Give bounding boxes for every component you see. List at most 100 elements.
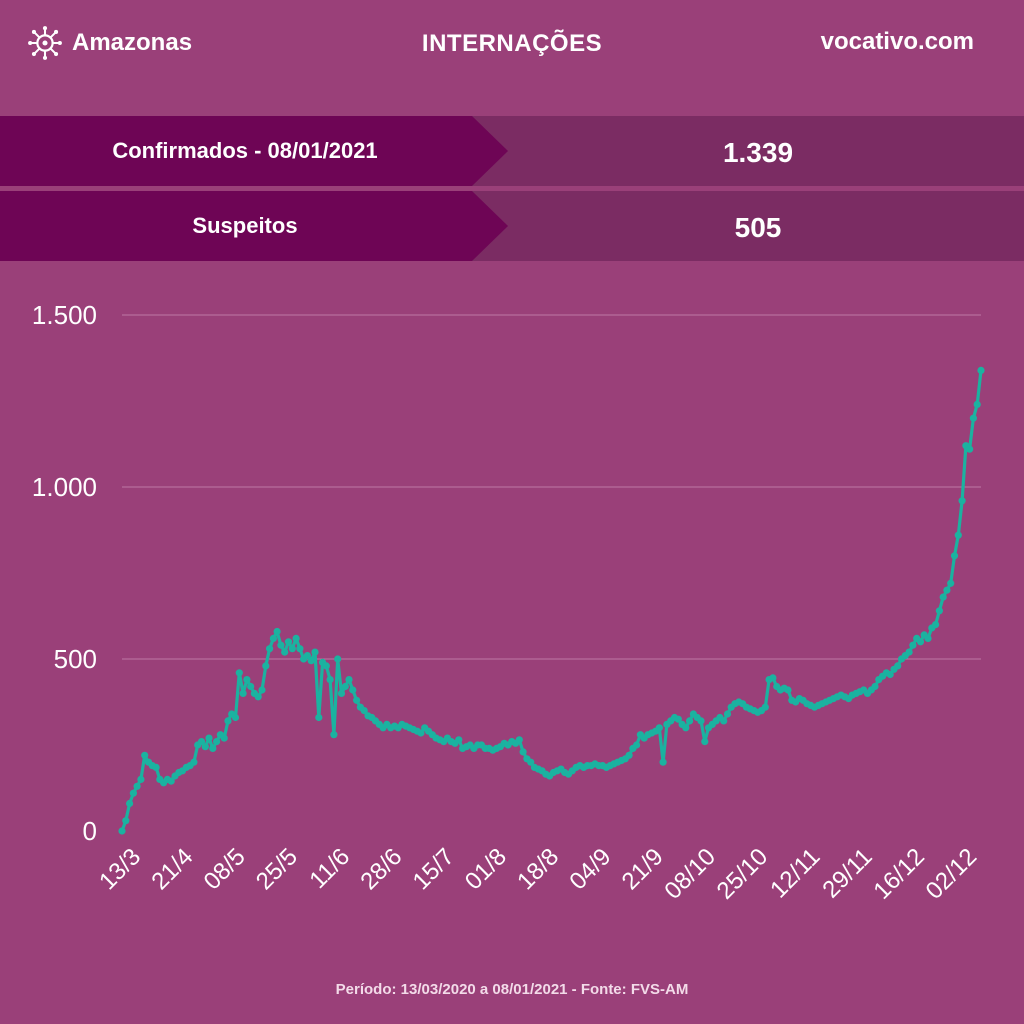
x-tick-label: 16/12 bbox=[868, 843, 930, 905]
data-point bbox=[697, 717, 705, 725]
data-point bbox=[360, 707, 368, 715]
data-point bbox=[784, 686, 792, 694]
data-point bbox=[674, 715, 682, 723]
label-band bbox=[0, 116, 508, 186]
data-point bbox=[761, 703, 769, 711]
data-point bbox=[894, 662, 902, 670]
data-point bbox=[296, 645, 304, 653]
data-point bbox=[129, 789, 137, 797]
x-tick-label: 29/11 bbox=[817, 843, 877, 903]
data-point bbox=[701, 738, 709, 746]
data-point bbox=[213, 738, 221, 746]
data-point bbox=[871, 682, 879, 691]
data-point bbox=[633, 741, 641, 749]
data-point bbox=[977, 366, 985, 374]
data-point bbox=[190, 758, 198, 766]
y-tick-label: 1.000 bbox=[32, 472, 97, 502]
data-point bbox=[118, 827, 126, 835]
data-point bbox=[122, 817, 130, 825]
data-point bbox=[209, 744, 217, 752]
data-point bbox=[311, 648, 319, 656]
data-point bbox=[973, 400, 981, 408]
data-point bbox=[924, 634, 932, 642]
data-point bbox=[886, 670, 894, 679]
data-point bbox=[303, 652, 311, 660]
x-tick-label: 08/5 bbox=[199, 843, 251, 895]
data-point bbox=[769, 674, 777, 682]
data-point bbox=[720, 717, 728, 725]
suspected-value: 505 bbox=[734, 212, 782, 243]
data-point bbox=[353, 696, 361, 704]
x-tick-label: 25/5 bbox=[251, 843, 303, 895]
data-point bbox=[909, 641, 917, 649]
data-point bbox=[686, 717, 694, 725]
data-point bbox=[258, 686, 266, 694]
data-point bbox=[262, 662, 270, 670]
data-point bbox=[682, 724, 690, 732]
data-point bbox=[141, 751, 149, 759]
virus-logo-icon bbox=[28, 26, 62, 60]
data-point bbox=[224, 717, 232, 725]
data-point bbox=[655, 724, 663, 732]
data-point bbox=[197, 738, 206, 746]
data-point bbox=[167, 777, 175, 785]
data-point bbox=[916, 638, 925, 646]
x-tick-label: 12/11 bbox=[765, 843, 825, 903]
data-point bbox=[455, 736, 463, 744]
x-tick-label: 25/10 bbox=[712, 843, 774, 905]
data-point bbox=[243, 676, 251, 684]
x-tick-label: 13/3 bbox=[94, 843, 146, 895]
data-point bbox=[969, 414, 978, 422]
data-point bbox=[341, 682, 349, 691]
data-point bbox=[137, 775, 145, 783]
series-line bbox=[120, 370, 983, 832]
data-point bbox=[334, 655, 342, 663]
data-point bbox=[943, 586, 951, 594]
data-point bbox=[205, 734, 213, 742]
data-point bbox=[284, 638, 293, 646]
x-tick-label: 04/9 bbox=[564, 843, 616, 895]
data-point bbox=[322, 662, 330, 670]
data-point bbox=[266, 645, 274, 653]
data-point bbox=[254, 693, 262, 701]
data-point bbox=[723, 710, 732, 718]
y-tick-label: 0 bbox=[83, 816, 97, 846]
suspected-label: Suspeitos bbox=[192, 213, 298, 238]
brand: Amazonas bbox=[28, 26, 192, 60]
site-name: vocativo.com bbox=[820, 28, 974, 55]
data-point bbox=[292, 634, 300, 642]
data-point bbox=[307, 657, 315, 665]
stat-row-suspected: Suspeitos 505 bbox=[0, 191, 1024, 261]
data-point bbox=[247, 682, 255, 691]
data-point bbox=[337, 689, 346, 697]
data-point bbox=[133, 782, 141, 790]
data-point bbox=[239, 689, 247, 697]
x-tick-label: 08/10 bbox=[659, 843, 721, 905]
data-point bbox=[966, 445, 974, 453]
data-point bbox=[235, 669, 243, 677]
x-tick-label: 15/7 bbox=[408, 843, 460, 895]
data-point bbox=[277, 641, 285, 649]
data-point bbox=[288, 645, 296, 653]
stat-row-confirmed: Confirmados - 08/01/2021 1.339 bbox=[0, 116, 1024, 186]
data-point bbox=[905, 648, 913, 656]
data-point bbox=[659, 758, 667, 766]
data-point bbox=[345, 676, 353, 684]
y-tick-label: 500 bbox=[54, 644, 97, 674]
data-point bbox=[152, 763, 160, 771]
footer-source: Período: 13/03/2020 a 08/01/2021 - Fonte… bbox=[335, 981, 689, 998]
data-point bbox=[220, 734, 228, 742]
data-point bbox=[281, 648, 289, 656]
data-point bbox=[954, 531, 962, 539]
confirmed-value: 1.339 bbox=[722, 137, 794, 168]
data-point bbox=[958, 497, 966, 505]
brand-name: Amazonas bbox=[72, 29, 193, 56]
data-point bbox=[231, 713, 240, 722]
data-point bbox=[939, 593, 947, 601]
page-title: INTERNAÇÕES bbox=[421, 30, 603, 57]
y-tick-label: 1.500 bbox=[32, 300, 97, 330]
header: Amazonas INTERNAÇÕES vocativo.com bbox=[0, 0, 1024, 100]
data-point bbox=[417, 729, 425, 737]
data-point bbox=[947, 579, 955, 587]
confirmed-label: Confirmados - 08/01/2021 bbox=[112, 138, 378, 163]
